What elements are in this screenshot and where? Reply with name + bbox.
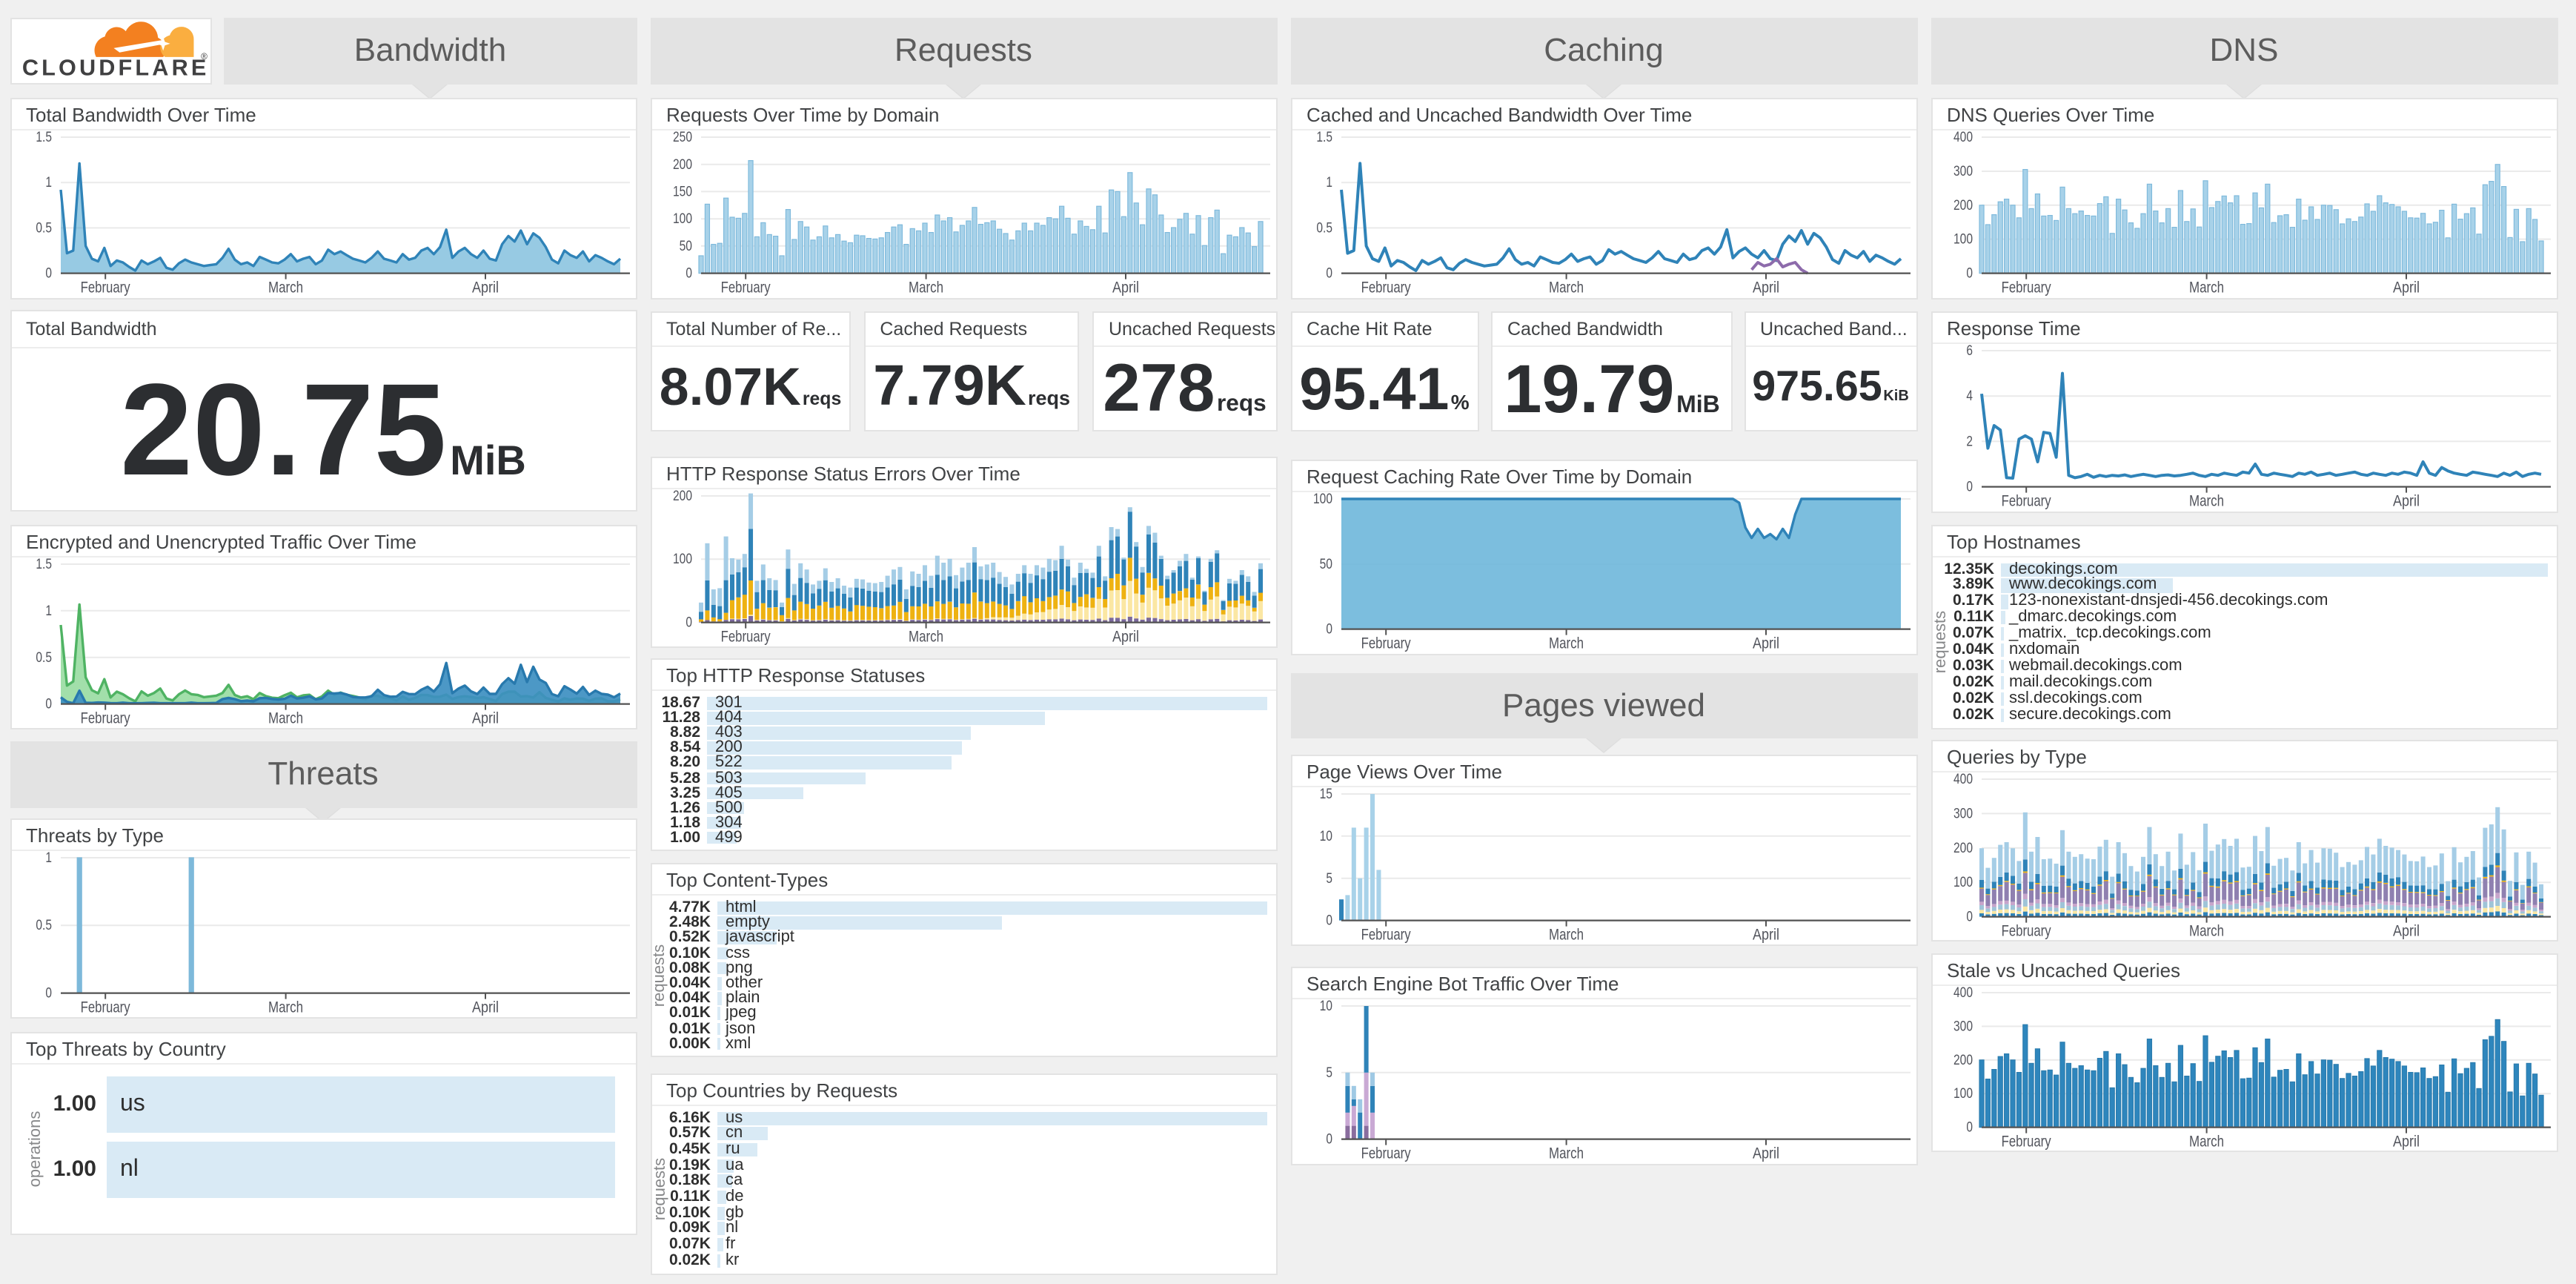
svg-text:April: April (2392, 1133, 2419, 1150)
svg-text:200: 200 (1953, 1052, 1972, 1068)
svg-text:February: February (1361, 1145, 1410, 1162)
svg-text:1: 1 (44, 175, 51, 191)
svg-text:CLOUDFLARE: CLOUDFLARE (21, 56, 209, 81)
svg-text:400: 400 (1953, 985, 1972, 1000)
svg-text:2: 2 (1965, 434, 1972, 449)
svg-text:10: 10 (1319, 999, 1332, 1014)
svg-text:50: 50 (1319, 557, 1332, 572)
svg-text:200: 200 (672, 489, 691, 503)
svg-text:5: 5 (1325, 1065, 1332, 1081)
svg-text:February: February (80, 279, 130, 297)
svg-text:1.5: 1.5 (35, 130, 51, 145)
svg-text:0: 0 (1325, 622, 1332, 638)
svg-text:0: 0 (44, 266, 51, 282)
svg-text:200: 200 (1953, 198, 1972, 214)
svg-text:February: February (1361, 635, 1410, 652)
svg-text:February: February (720, 628, 770, 645)
svg-text:150: 150 (672, 184, 691, 199)
svg-text:0: 0 (1965, 909, 1972, 924)
svg-text:400: 400 (1953, 130, 1972, 145)
svg-text:April: April (471, 999, 498, 1016)
svg-text:February: February (720, 279, 770, 297)
svg-text:0.5: 0.5 (1315, 220, 1332, 236)
svg-text:100: 100 (672, 551, 691, 566)
svg-text:1: 1 (1325, 175, 1332, 191)
svg-text:February: February (2001, 1133, 2051, 1150)
svg-text:15: 15 (1319, 787, 1332, 801)
svg-text:March: March (268, 279, 302, 297)
svg-text:April: April (1752, 635, 1779, 652)
svg-text:April: April (471, 709, 498, 727)
svg-text:100: 100 (1953, 1085, 1972, 1101)
svg-text:1: 1 (44, 851, 51, 866)
svg-text:March: March (908, 279, 943, 297)
svg-text:0.5: 0.5 (35, 220, 51, 236)
svg-text:50: 50 (679, 239, 691, 254)
svg-text:1.5: 1.5 (35, 557, 51, 572)
svg-text:0: 0 (1325, 1132, 1332, 1148)
svg-text:0: 0 (44, 986, 51, 1002)
svg-text:March: March (2188, 279, 2223, 297)
svg-text:5: 5 (1325, 870, 1332, 886)
svg-text:0.5: 0.5 (35, 918, 51, 933)
svg-text:April: April (1752, 279, 1779, 297)
svg-text:April: April (471, 279, 498, 297)
svg-text:February: February (1361, 926, 1410, 943)
svg-text:March: March (268, 709, 302, 727)
svg-text:200: 200 (672, 157, 691, 173)
svg-text:March: March (1548, 635, 1583, 652)
svg-text:100: 100 (672, 211, 691, 227)
svg-text:March: March (268, 999, 302, 1016)
svg-text:April: April (2392, 493, 2419, 510)
svg-text:March: March (908, 628, 943, 645)
svg-text:400: 400 (1953, 772, 1972, 787)
svg-text:0: 0 (44, 696, 51, 712)
svg-text:6: 6 (1965, 344, 1972, 359)
svg-text:March: March (2188, 1133, 2223, 1150)
svg-text:100: 100 (1953, 874, 1972, 890)
svg-text:300: 300 (1953, 1018, 1972, 1033)
svg-text:0: 0 (1965, 480, 1972, 495)
svg-text:100: 100 (1953, 232, 1972, 248)
svg-text:April: April (1752, 1145, 1779, 1162)
svg-text:1.5: 1.5 (1315, 130, 1332, 145)
svg-text:®: ® (200, 51, 207, 62)
svg-text:February: February (2001, 279, 2051, 297)
svg-text:200: 200 (1953, 840, 1972, 856)
svg-text:March: March (1548, 279, 1583, 297)
svg-text:April: April (1112, 279, 1138, 297)
svg-text:10: 10 (1319, 828, 1332, 844)
svg-text:0.5: 0.5 (35, 649, 51, 665)
svg-text:4: 4 (1965, 388, 1972, 404)
svg-text:March: March (2188, 922, 2223, 939)
svg-text:April: April (2392, 279, 2419, 297)
svg-text:0: 0 (1325, 266, 1332, 282)
svg-text:300: 300 (1953, 164, 1972, 179)
svg-text:250: 250 (672, 130, 691, 145)
svg-text:0: 0 (1965, 266, 1972, 282)
svg-text:March: March (1548, 1145, 1583, 1162)
svg-text:0: 0 (685, 615, 691, 630)
svg-text:March: March (1548, 926, 1583, 943)
svg-text:April: April (1752, 926, 1779, 943)
svg-text:March: March (2188, 493, 2223, 510)
svg-text:February: February (2001, 922, 2051, 939)
svg-text:February: February (80, 999, 130, 1016)
svg-text:February: February (1361, 279, 1410, 297)
svg-text:100: 100 (1312, 492, 1332, 507)
svg-text:1: 1 (44, 603, 51, 618)
svg-text:300: 300 (1953, 805, 1972, 821)
svg-text:February: February (80, 709, 130, 727)
svg-text:0: 0 (1325, 913, 1332, 928)
svg-text:April: April (1112, 628, 1138, 645)
svg-text:0: 0 (1965, 1119, 1972, 1135)
svg-text:0: 0 (685, 266, 691, 282)
svg-text:April: April (2392, 922, 2419, 939)
svg-text:February: February (2001, 493, 2051, 510)
